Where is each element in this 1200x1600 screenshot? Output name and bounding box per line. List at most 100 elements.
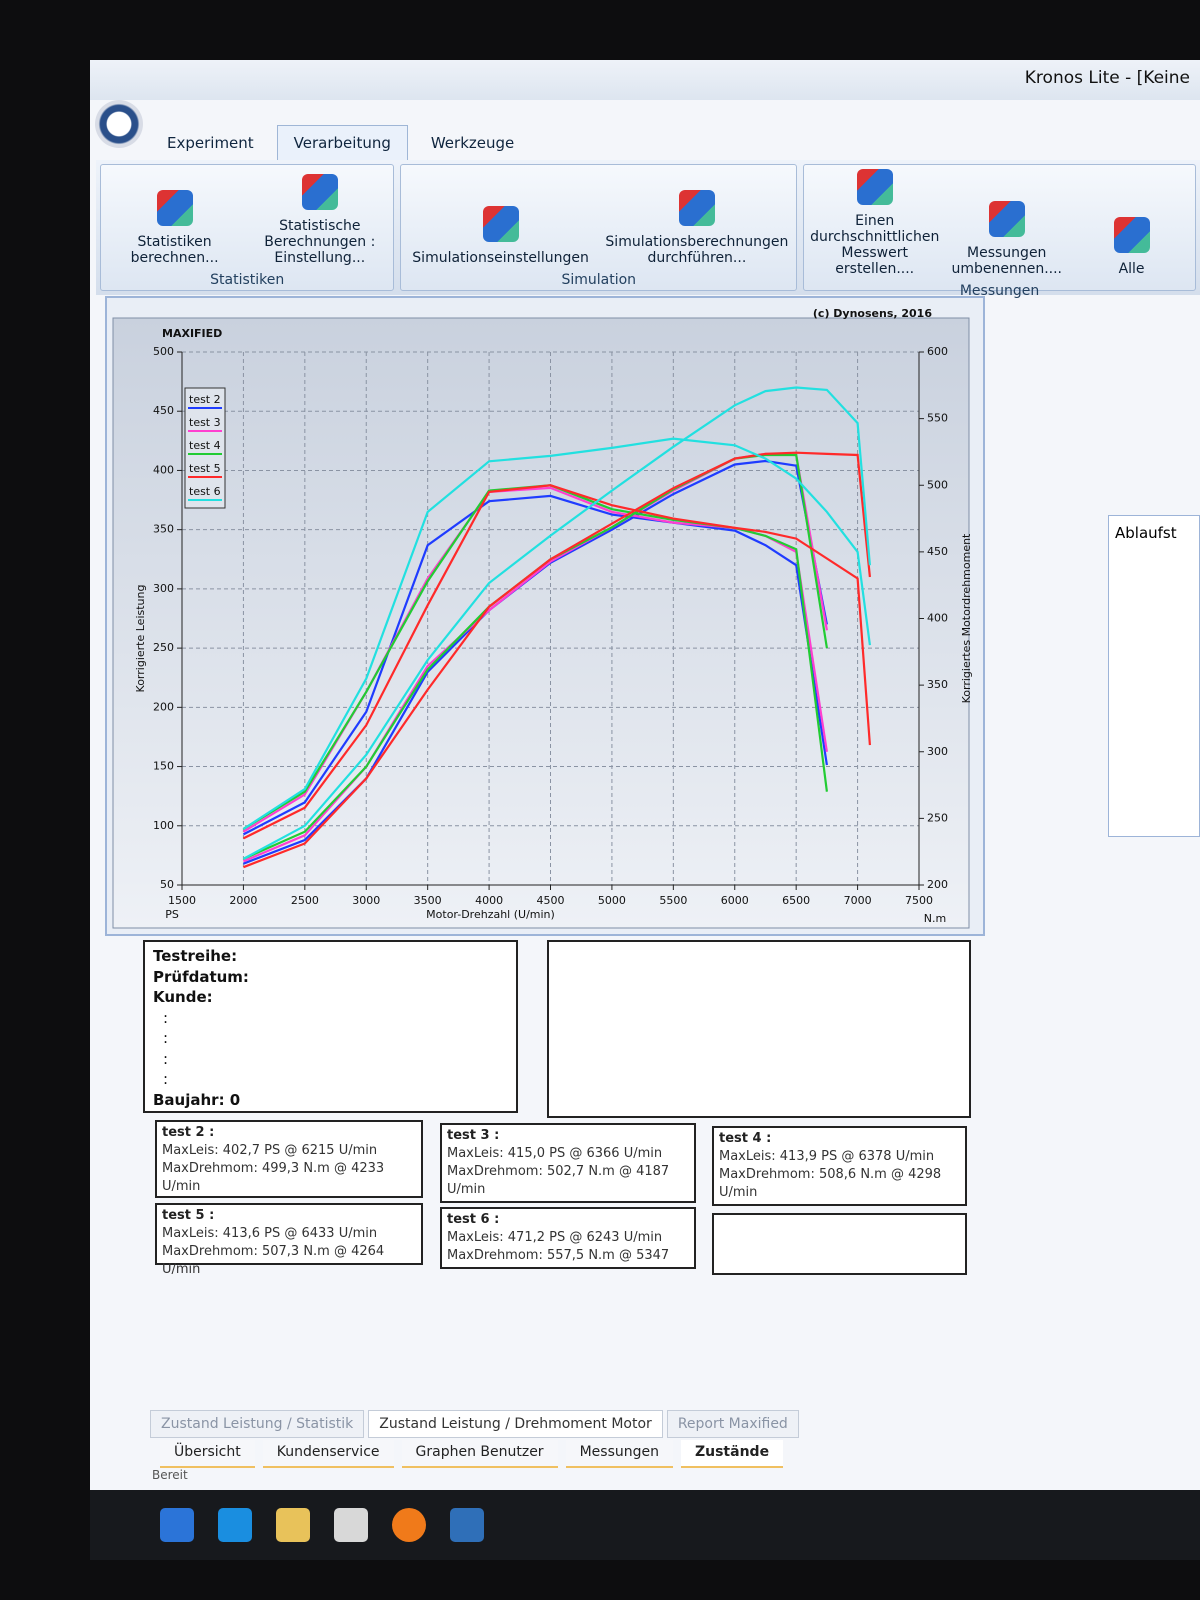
- edge-icon[interactable]: [218, 1508, 252, 1542]
- legend-label: test 5: [189, 462, 221, 475]
- ribbon-icon: [301, 174, 338, 210]
- chart-title: MAXIFIED: [162, 327, 222, 340]
- empty-box: [547, 940, 971, 1118]
- result-title: test 2 :: [162, 1125, 215, 1140]
- info-line: :: [163, 1049, 169, 1068]
- side-panel: Ablaufst: [1108, 515, 1200, 837]
- ribbon-button[interactable]: Simulationsberechnungen durchführen...: [604, 169, 790, 272]
- ribbon-button[interactable]: Einen durchschnittlichen Messwert erstel…: [810, 169, 939, 283]
- result-title: test 4 :: [719, 1131, 772, 1146]
- result-box: test 2 : MaxLeis: 402,7 PS @ 6215 U/min Ma…: [155, 1120, 423, 1198]
- y2-tick-label: 550: [927, 412, 948, 425]
- side-panel-title: Ablaufst: [1115, 524, 1177, 542]
- x-tick-label: 4000: [475, 894, 503, 907]
- ribbon-group: Simulationseinstellungen Simulationsberec…: [400, 164, 798, 291]
- y-tick-label: 200: [153, 700, 174, 713]
- result-title: test 6 :: [447, 1212, 500, 1227]
- nav-tabs: Übersicht Kundenservice Graphen Benutzer Me…: [160, 1440, 784, 1468]
- x-tick-label: 4500: [537, 894, 565, 907]
- x-tick-label: 7000: [844, 894, 872, 907]
- y2-tick-label: 450: [927, 545, 948, 558]
- ribbon-tab[interactable]: Experiment: [167, 134, 254, 152]
- ribbon-button[interactable]: Statistische Berechnungen : Einstellung.…: [252, 169, 387, 272]
- y2-axis-label: Korrigiertes Motordrehmoment: [960, 533, 973, 703]
- x-tick-label: 3000: [352, 894, 380, 907]
- ribbon-buttons: Statistiken berechnen... Statistische Ber…: [107, 169, 387, 272]
- x-tick-label: 5000: [598, 894, 626, 907]
- y-tick-label: 300: [153, 582, 174, 595]
- x-tick-label: 2000: [229, 894, 257, 907]
- y-tick-label: 50: [160, 878, 174, 891]
- start-button[interactable]: [160, 1508, 194, 1542]
- info-line: :: [163, 1070, 169, 1088]
- result-line: MaxLeis: 402,7 PS @ 6215 U/min: [162, 1143, 378, 1158]
- sheet-tab[interactable]: Zustand Leistung / Statistik: [150, 1410, 365, 1438]
- title-bar: [90, 60, 1200, 100]
- ribbon-button-label: Statistische Berechnungen : Einstellung.…: [264, 218, 376, 266]
- ribbon-button[interactable]: Alle: [1074, 169, 1189, 283]
- result-line: MaxDrehmom: 557,5 N.m @ 5347: [447, 1248, 670, 1263]
- y2-tick-label: 250: [927, 811, 948, 824]
- store-icon[interactable]: [334, 1508, 368, 1542]
- nav-tab[interactable]: Messungen: [565, 1440, 673, 1468]
- x-tick-label: 7500: [905, 894, 933, 907]
- explorer-icon[interactable]: [276, 1508, 310, 1542]
- info-line: Prüfdatum:: [153, 967, 249, 986]
- x-axis-label: Motor-Drehzahl (U/min): [426, 908, 555, 921]
- info-line: :: [163, 1008, 169, 1027]
- x-tick-label: 1500: [168, 894, 196, 907]
- nav-tab[interactable]: Übersicht: [160, 1440, 255, 1468]
- ribbon-button[interactable]: Simulationseinstellungen: [407, 169, 593, 272]
- y-tick-label: 350: [153, 523, 174, 536]
- ribbon-group-label: Statistiken: [210, 272, 285, 288]
- ribbon: Statistiken berechnen... Statistische Ber…: [96, 160, 1200, 299]
- ribbon-icon: [988, 201, 1025, 237]
- y-axis-label: Korrigierte Leistung: [134, 585, 147, 693]
- app-logo[interactable]: [95, 100, 143, 148]
- taskbar: [90, 1490, 1200, 1560]
- y-axis-unit: PS: [165, 908, 179, 921]
- result-title: test 3 :: [447, 1128, 500, 1143]
- power-line: [242, 386, 871, 860]
- y2-tick-label: 600: [927, 345, 948, 358]
- y-tick-label: 250: [153, 641, 174, 654]
- ribbon-tab[interactable]: Verarbeitung: [276, 125, 408, 161]
- x-tick-label: 6500: [782, 894, 810, 907]
- result-box: test 6 : MaxLeis: 471,2 PS @ 6243 U/min Ma…: [440, 1207, 696, 1269]
- ribbon-button-label: Einen durchschnittlichen Messwert erstel…: [810, 213, 940, 277]
- result-line: MaxLeis: 413,6 PS @ 6433 U/min: [162, 1226, 378, 1241]
- sheet-tab[interactable]: Report Maxified: [666, 1410, 799, 1438]
- chart-panel: MAXIFIED (c) Dynosens, 2016 50 100 150 200 250…: [105, 296, 985, 936]
- ribbon-button-label: Simulationsberechnungen durchführen...: [605, 234, 789, 266]
- chart-subtitle: (c) Dynosens, 2016: [813, 307, 932, 320]
- ribbon-icon: [856, 169, 893, 205]
- ribbon-group-label: Simulation: [561, 272, 637, 288]
- ribbon-icon: [156, 190, 193, 226]
- result-line: MaxDrehmom: 502,7 N.m @ 4187 U/min: [447, 1164, 670, 1197]
- torque-line: [242, 494, 828, 836]
- ribbon-button[interactable]: Statistiken berechnen...: [107, 169, 242, 272]
- firefox-icon[interactable]: [392, 1508, 426, 1542]
- sheet-tab[interactable]: Zustand Leistung / Drehmoment Motor: [368, 1410, 663, 1438]
- result-line: MaxLeis: 471,2 PS @ 6243 U/min: [447, 1230, 663, 1245]
- ribbon-button[interactable]: Messungen umbenennen....: [949, 169, 1064, 283]
- ribbon-tab[interactable]: Werkzeuge: [430, 134, 515, 152]
- y-tick-label: 150: [153, 760, 174, 773]
- result-title: test 5 :: [162, 1208, 215, 1223]
- nav-tab[interactable]: Graphen Benutzer: [401, 1440, 558, 1468]
- legend-label: test 4: [189, 439, 221, 452]
- y-tick-label: 100: [153, 819, 174, 832]
- ribbon-buttons: Simulationseinstellungen Simulationsberec…: [407, 169, 790, 272]
- nav-tab[interactable]: Kundenservice: [262, 1440, 394, 1468]
- x-tick-label: 5500: [659, 894, 687, 907]
- ribbon-button-label: Alle: [1118, 261, 1145, 277]
- chart-background: [112, 317, 970, 929]
- kronos-icon[interactable]: [450, 1508, 484, 1542]
- y-tick-label: 500: [153, 345, 174, 358]
- nav-tab[interactable]: Zustände: [680, 1440, 784, 1468]
- info-box: Testreihe: Prüfdatum: Kunde::::: Baujahr: 0: [143, 940, 518, 1113]
- ribbon-button-label: Statistiken berechnen...: [130, 234, 219, 266]
- info-line: :: [163, 1029, 169, 1047]
- torque-line: [242, 437, 871, 830]
